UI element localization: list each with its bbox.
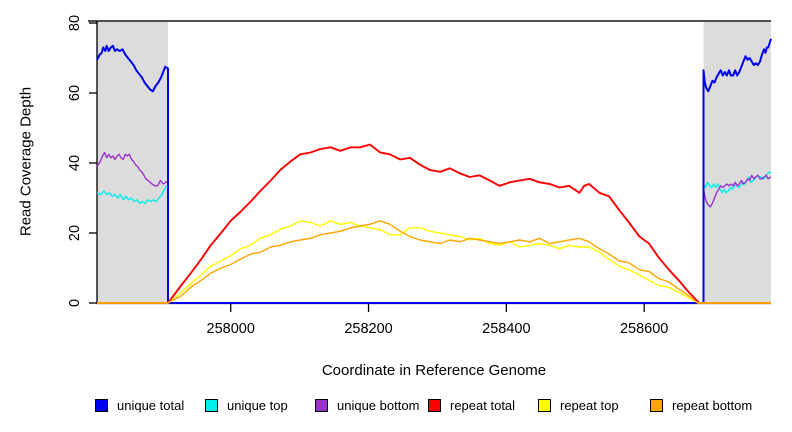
series-unique-total: [96, 38, 772, 304]
x-tick-label: 258400: [482, 321, 530, 337]
y-tick-label: 40: [67, 155, 83, 171]
legend-entry-repeat-top: repeat top: [538, 398, 619, 413]
x-axis-title: Coordinate in Reference Genome: [321, 362, 547, 379]
y-axis-title: Read Coverage Depth: [17, 86, 35, 237]
legend-swatch-icon: [95, 399, 108, 412]
shaded-region: [703, 21, 771, 303]
legend-label: repeat total: [450, 398, 516, 413]
legend-entry-unique-bottom: unique bottom: [315, 398, 419, 413]
series-unique-top: [96, 171, 772, 304]
legend-swatch-icon: [650, 399, 663, 412]
legend-swatch-icon: [205, 399, 218, 412]
legend-label: unique bottom: [337, 398, 420, 413]
legend-swatch-icon: [315, 399, 328, 412]
legend-label: repeat bottom: [672, 398, 753, 413]
y-tick-label: 0: [67, 299, 83, 307]
series-repeat-top: [97, 220, 771, 304]
legend-label: unique total: [117, 398, 185, 413]
legend-entry-repeat-total: repeat total: [428, 398, 515, 413]
series-repeat-total: [97, 143, 771, 304]
shaded-region: [97, 21, 168, 303]
series-unique-bottom: [96, 151, 772, 304]
x-tick-label: 258600: [620, 321, 668, 337]
x-tick-label: 258200: [344, 321, 392, 337]
legend-swatch-icon: [538, 399, 551, 412]
series-repeat-bottom: [97, 220, 771, 304]
legend-swatch-icon: [428, 399, 441, 412]
legend-entry-unique-top: unique top: [205, 398, 288, 413]
y-tick-label: 20: [67, 225, 83, 241]
y-tick-label: 60: [67, 85, 83, 101]
legend-entry-unique-total: unique total: [95, 398, 184, 413]
legend-entry-repeat-bottom: repeat bottom: [650, 398, 752, 413]
x-tick-label: 258000: [207, 321, 255, 337]
y-tick-label: 80: [67, 15, 83, 31]
legend: unique total unique top unique bottom repea…: [0, 398, 792, 418]
legend-label: repeat top: [560, 398, 619, 413]
legend-label: unique top: [227, 398, 288, 413]
